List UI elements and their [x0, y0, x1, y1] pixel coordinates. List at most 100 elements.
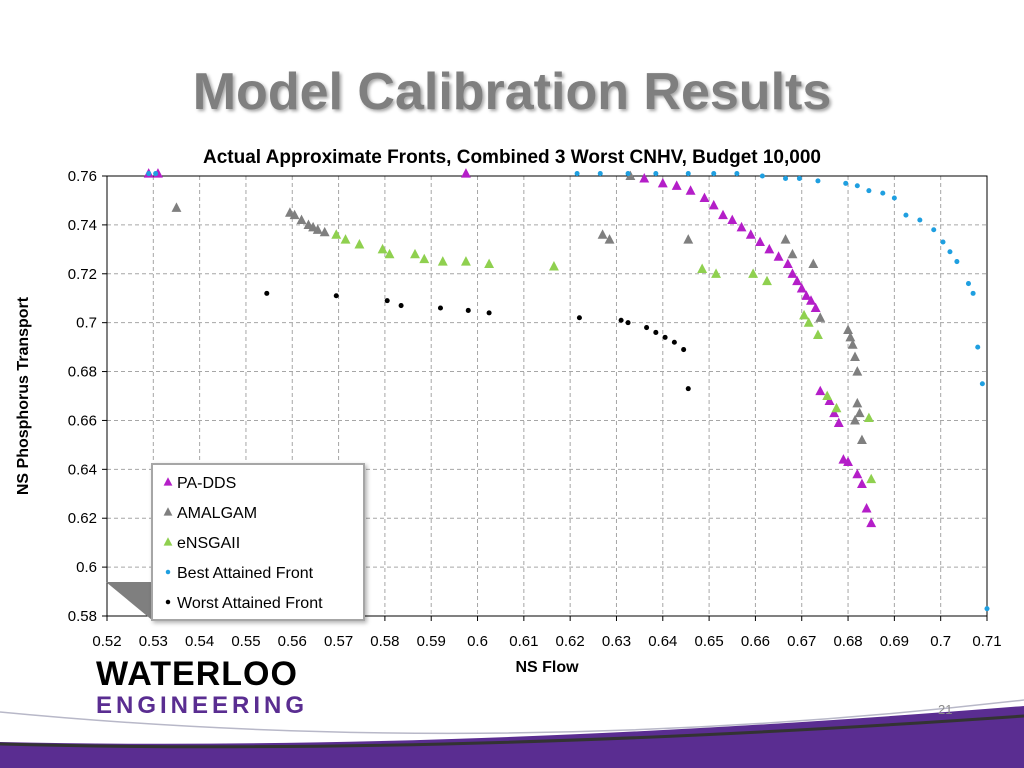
x-tick-label: 0.63	[602, 633, 631, 650]
point-ensgaii	[377, 243, 388, 254]
point-worst-attained-front	[333, 293, 339, 299]
x-tick-label: 0.54	[185, 633, 214, 650]
x-tick-label: 0.52	[92, 633, 121, 650]
point-amalgam	[312, 224, 323, 234]
point-pa-dds	[764, 243, 775, 254]
point-ensgaii	[748, 268, 759, 278]
legend-label-worst-attained-front: Worst Attained Front	[177, 595, 323, 612]
point-best-attained-front	[891, 195, 897, 201]
point-worst-attained-front	[618, 317, 624, 323]
point-best-attained-front	[931, 227, 937, 233]
point-pa-dds	[843, 456, 854, 467]
waterloo-engineering-logo: WATERLOO ENGINEERING	[96, 656, 308, 720]
point-worst-attained-front	[653, 329, 659, 335]
point-pa-dds	[755, 236, 766, 247]
point-pa-dds	[745, 229, 756, 239]
point-pa-dds	[736, 221, 747, 232]
page-number: 21	[938, 702, 953, 717]
point-best-attained-front	[947, 249, 953, 255]
legend-label-amalgam: AMALGAM	[177, 505, 257, 522]
point-best-attained-front	[854, 183, 860, 189]
point-worst-attained-front	[437, 305, 443, 311]
y-tick-label: 0.62	[68, 510, 97, 527]
point-worst-attained-front	[384, 298, 390, 304]
point-amalgam	[296, 214, 307, 225]
y-tick-label: 0.58	[68, 608, 97, 625]
point-worst-attained-front	[465, 307, 471, 313]
series-amalgam	[171, 170, 867, 445]
point-ensgaii	[331, 229, 342, 239]
point-ensgaii	[863, 412, 874, 423]
point-best-attained-front	[734, 171, 740, 177]
point-best-attained-front	[574, 171, 580, 177]
point-ensgaii	[803, 317, 814, 327]
point-ensgaii	[831, 402, 842, 413]
point-worst-attained-front	[398, 303, 404, 309]
x-axis-ticks: 0.52 0.53 0.54 0.55 0.56 0.57 0.58 0.59 0.6 0.61 0…	[92, 616, 1002, 650]
point-pa-dds	[815, 385, 826, 396]
series-ensgaii	[331, 229, 877, 484]
logo-line2: ENGINEERING	[96, 692, 309, 719]
point-worst-attained-front	[671, 339, 677, 345]
x-tick-label: 0.6	[467, 633, 488, 650]
point-ensgaii	[548, 261, 559, 271]
point-worst-attained-front	[662, 334, 668, 340]
legend-label-pa-dds: PA-DDS	[177, 475, 236, 492]
point-ensgaii	[799, 309, 810, 320]
x-tick-label: 0.53	[139, 633, 168, 650]
point-ensgaii	[354, 239, 365, 249]
point-pa-dds	[685, 185, 696, 195]
x-tick-label: 0.59	[417, 633, 446, 650]
legend-marker-amalgam	[163, 507, 173, 516]
x-tick-label: 0.57	[324, 633, 353, 650]
chart-title: Actual Approximate Fronts, Combined 3 Wo…	[203, 147, 821, 168]
point-ensgaii	[484, 258, 495, 269]
point-ensgaii	[437, 256, 448, 266]
point-worst-attained-front	[264, 290, 270, 296]
y-tick-label: 0.68	[68, 364, 97, 381]
point-ensgaii	[419, 253, 430, 264]
legend-label-best-attained-front: Best Attained Front	[177, 565, 314, 582]
point-pa-dds	[806, 295, 816, 305]
point-pa-dds	[773, 251, 784, 261]
point-ensgaii	[384, 248, 395, 259]
grid-lines	[106, 175, 988, 617]
x-tick-label: 0.71	[972, 633, 1001, 650]
legend: PA-DDS AMALGAM eNSGAII Best Attained Front W…	[106, 463, 365, 621]
point-amalgam	[625, 170, 636, 181]
point-best-attained-front	[146, 171, 152, 177]
point-amalgam	[856, 434, 867, 445]
point-pa-dds	[792, 275, 803, 286]
x-tick-label: 0.58	[370, 633, 399, 650]
y-axis-ticks: 0.58 0.6 0.62 0.64 0.66 0.68 0.7 0.72 0.74 0.76	[68, 168, 107, 625]
scatter-chart: Actual Approximate Fronts, Combined 3 Wo…	[15, 147, 1002, 676]
point-best-attained-front	[759, 173, 765, 179]
point-pa-dds	[833, 417, 844, 427]
point-amalgam	[850, 351, 860, 361]
legend-box	[151, 463, 365, 621]
slide-title: Model Calibration Results	[192, 63, 832, 121]
legend-item-amalgam: AMALGAM	[163, 505, 257, 522]
point-pa-dds	[671, 180, 682, 190]
point-amalgam	[852, 397, 863, 408]
point-amalgam	[604, 234, 615, 244]
point-amalgam	[683, 234, 694, 244]
point-ensgaii	[460, 256, 471, 266]
x-tick-label: 0.67	[787, 633, 816, 650]
point-amalgam	[289, 209, 300, 220]
point-amalgam	[843, 324, 854, 335]
footer-wave-dark	[0, 714, 1024, 749]
logo-line1: WATERLOO	[96, 655, 298, 693]
series-best-attained-front	[146, 171, 990, 612]
point-amalgam	[815, 312, 826, 322]
point-pa-dds	[810, 302, 821, 313]
point-best-attained-front	[979, 381, 985, 387]
legend-item-ensgaii: eNSGAII	[163, 535, 240, 552]
x-tick-label: 0.66	[741, 633, 770, 650]
point-best-attained-front	[866, 188, 872, 194]
point-best-attained-front	[903, 212, 909, 218]
point-amalgam	[171, 202, 182, 212]
legend-item-pa-dds: PA-DDS	[163, 475, 236, 492]
point-best-attained-front	[940, 239, 946, 245]
